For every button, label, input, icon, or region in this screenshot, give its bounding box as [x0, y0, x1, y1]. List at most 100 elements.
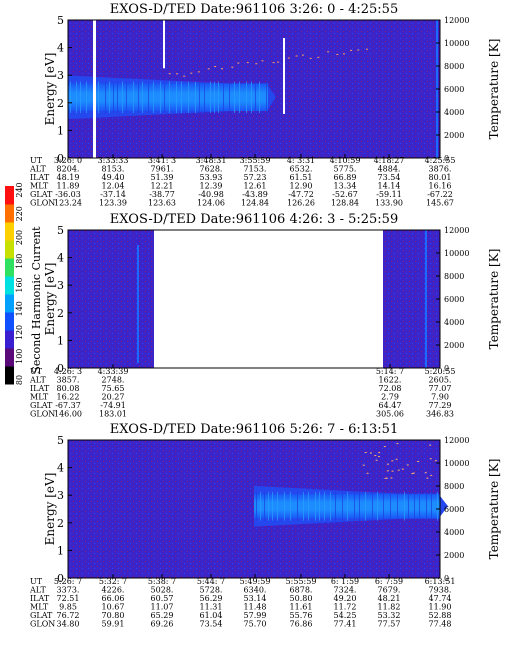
- table-cell: 11.72: [334, 603, 357, 612]
- hot-pixel: [301, 54, 304, 56]
- hot-pixel: [365, 48, 368, 50]
- table-cell: 72.08: [379, 384, 402, 393]
- hot-pixel: [391, 470, 394, 472]
- y-axis-label: Energy [eV]: [43, 263, 57, 336]
- table-cell: 49.40: [102, 173, 125, 182]
- colorbar-swatch: [5, 294, 14, 313]
- y-right-tick-label: 0: [444, 364, 449, 373]
- table-cell: 8204.: [57, 165, 80, 174]
- colorbar-swatch: [5, 330, 14, 349]
- band-striation: [105, 81, 106, 114]
- band-striation: [255, 81, 256, 114]
- y-axis-right-label: Temperature [K]: [487, 249, 501, 350]
- y-axis-label: Energy [eV]: [43, 473, 57, 546]
- table-cell: 77.48: [429, 620, 452, 629]
- hot-pixel: [327, 51, 330, 53]
- colorbar-tick-label: 140: [15, 301, 24, 316]
- table-cell: 10.67: [102, 603, 125, 612]
- colorbar-scale: [5, 186, 14, 385]
- table-cell: 7324.: [334, 586, 357, 595]
- y-right-tick-label: 12000: [444, 436, 469, 445]
- hot-pixel: [386, 463, 389, 465]
- band-striation: [419, 491, 420, 521]
- table-cell: 305.06: [376, 410, 404, 419]
- hot-pixel: [295, 55, 298, 57]
- table-cell: 16.16: [429, 182, 452, 191]
- band-striation: [98, 81, 99, 114]
- hot-pixel: [390, 477, 393, 479]
- band-striation: [431, 491, 432, 521]
- colorbar-swatch: [5, 222, 14, 241]
- table-cell: 3:33:33: [98, 156, 129, 165]
- table-cell: 6340.: [244, 586, 267, 595]
- hot-pixel: [391, 460, 394, 462]
- band-striation: [290, 491, 291, 521]
- row-label: GLON: [30, 620, 55, 629]
- table-cell: 5775.: [334, 165, 357, 174]
- spectral-streak: [425, 230, 427, 368]
- band-striation: [160, 81, 161, 114]
- table-cell: 7153.: [244, 165, 267, 174]
- row-label: GLON: [30, 410, 55, 419]
- hot-pixel: [401, 468, 404, 470]
- band-striation: [133, 81, 134, 114]
- table-cell: -36.03: [55, 190, 81, 199]
- table-cell: 53.93: [200, 173, 223, 182]
- axes: 0 1 2 3 4 5 0 2000 4000 6000 8000 10000 12000: [57, 434, 469, 585]
- table-cell: 11.82: [378, 603, 401, 612]
- band-striation: [342, 491, 343, 521]
- hot-pixel: [383, 446, 386, 448]
- hot-pixel: [426, 477, 429, 479]
- y-tick-label: 0: [57, 152, 64, 165]
- band-striation: [347, 491, 348, 521]
- band-striation: [330, 491, 331, 521]
- y-tick-label: 1: [57, 124, 64, 137]
- band-striation: [319, 491, 320, 521]
- hot-pixel: [309, 57, 312, 59]
- hot-pixel: [386, 470, 389, 472]
- band-striation: [414, 491, 415, 521]
- y-right-tick-label: 8000: [444, 482, 464, 491]
- hot-pixel: [231, 66, 234, 68]
- table-cell: 54.25: [334, 611, 357, 620]
- table-cell: 5:44: 7: [197, 577, 225, 586]
- hot-pixel: [190, 72, 193, 74]
- y-tick-label: 5: [57, 434, 64, 447]
- hot-pixel: [377, 456, 380, 458]
- table-cell: 64.47: [379, 401, 402, 410]
- spectrogram-panel-1: EXOS-D/TED Date:961106 3:26: 0 - 4:25:55…: [29, 2, 501, 208]
- table-cell: 7.90: [431, 393, 449, 402]
- band-striation: [214, 81, 215, 114]
- row-label: GLON: [30, 199, 55, 208]
- table-cell: 5:38: 7: [148, 577, 176, 586]
- y-tick-label: 5: [57, 224, 64, 237]
- table-cell: 183.01: [99, 410, 127, 419]
- band-striation: [397, 491, 398, 521]
- table-cell: 14.14: [378, 182, 401, 191]
- table-cell: 4:18:27: [374, 156, 405, 165]
- panel-title: EXOS-D/TED Date:961106 5:26: 7 - 6:13:51: [110, 422, 398, 437]
- row-label: MLT: [30, 603, 49, 612]
- row-label: ALT: [29, 376, 46, 385]
- colorbar-label: Second Harmonic Current: [30, 226, 43, 374]
- table-cell: 77.57: [378, 620, 401, 629]
- band-striation: [268, 491, 269, 521]
- table-cell: 4:10:59: [330, 156, 361, 165]
- table-cell: 77.29: [429, 401, 452, 410]
- table-cell: -59.11: [376, 190, 402, 199]
- band-striation: [264, 491, 265, 521]
- band-striation: [126, 81, 127, 114]
- table-cell: 73.54: [378, 173, 401, 182]
- hot-pixel: [197, 71, 200, 73]
- table-cell: 4: 3:31: [287, 156, 315, 165]
- colorbar-swatch: [5, 348, 14, 367]
- table-cell: 7961.: [151, 165, 174, 174]
- hot-pixel: [350, 49, 353, 51]
- y-tick-label: 4: [57, 252, 64, 265]
- band-striation: [390, 491, 391, 521]
- table-cell: 53.14: [244, 594, 267, 603]
- hot-pixel: [175, 73, 178, 75]
- band-striation: [437, 491, 438, 521]
